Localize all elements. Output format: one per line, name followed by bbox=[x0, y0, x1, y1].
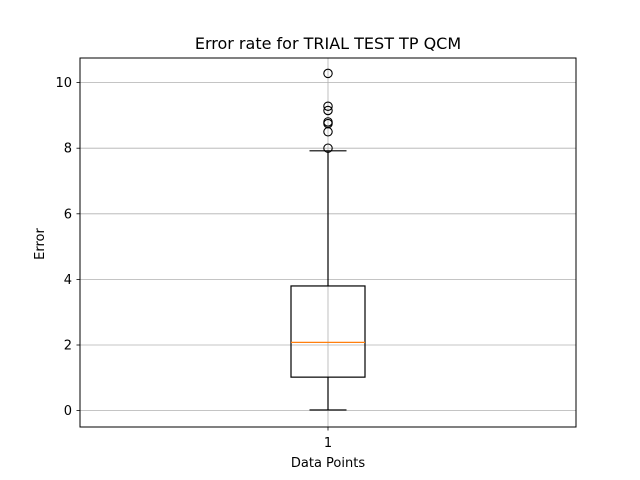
x-axis-label: Data Points bbox=[291, 456, 365, 471]
outlier-point bbox=[323, 101, 333, 111]
y-tick-label: 2 bbox=[64, 339, 72, 354]
y-tick-label: 8 bbox=[64, 142, 72, 157]
interquartile-box bbox=[290, 285, 366, 378]
y-axis-label: Error bbox=[33, 228, 48, 260]
plot-marks bbox=[290, 68, 366, 411]
axis-ticks: 0 2 4 6 8 10 1 bbox=[55, 76, 332, 451]
outlier-point bbox=[323, 117, 333, 127]
y-tick-label: 4 bbox=[64, 273, 72, 288]
outlier-point bbox=[323, 105, 333, 116]
chart-title: Error rate for TRIAL TEST TP QCM bbox=[195, 34, 461, 53]
y-tick-label: 0 bbox=[64, 404, 72, 419]
x-tick-label: 1 bbox=[324, 436, 332, 451]
y-tick-label: 6 bbox=[64, 207, 72, 222]
outlier-point bbox=[323, 68, 333, 79]
y-tick-label: 10 bbox=[55, 76, 72, 91]
outlier-point bbox=[323, 143, 333, 153]
